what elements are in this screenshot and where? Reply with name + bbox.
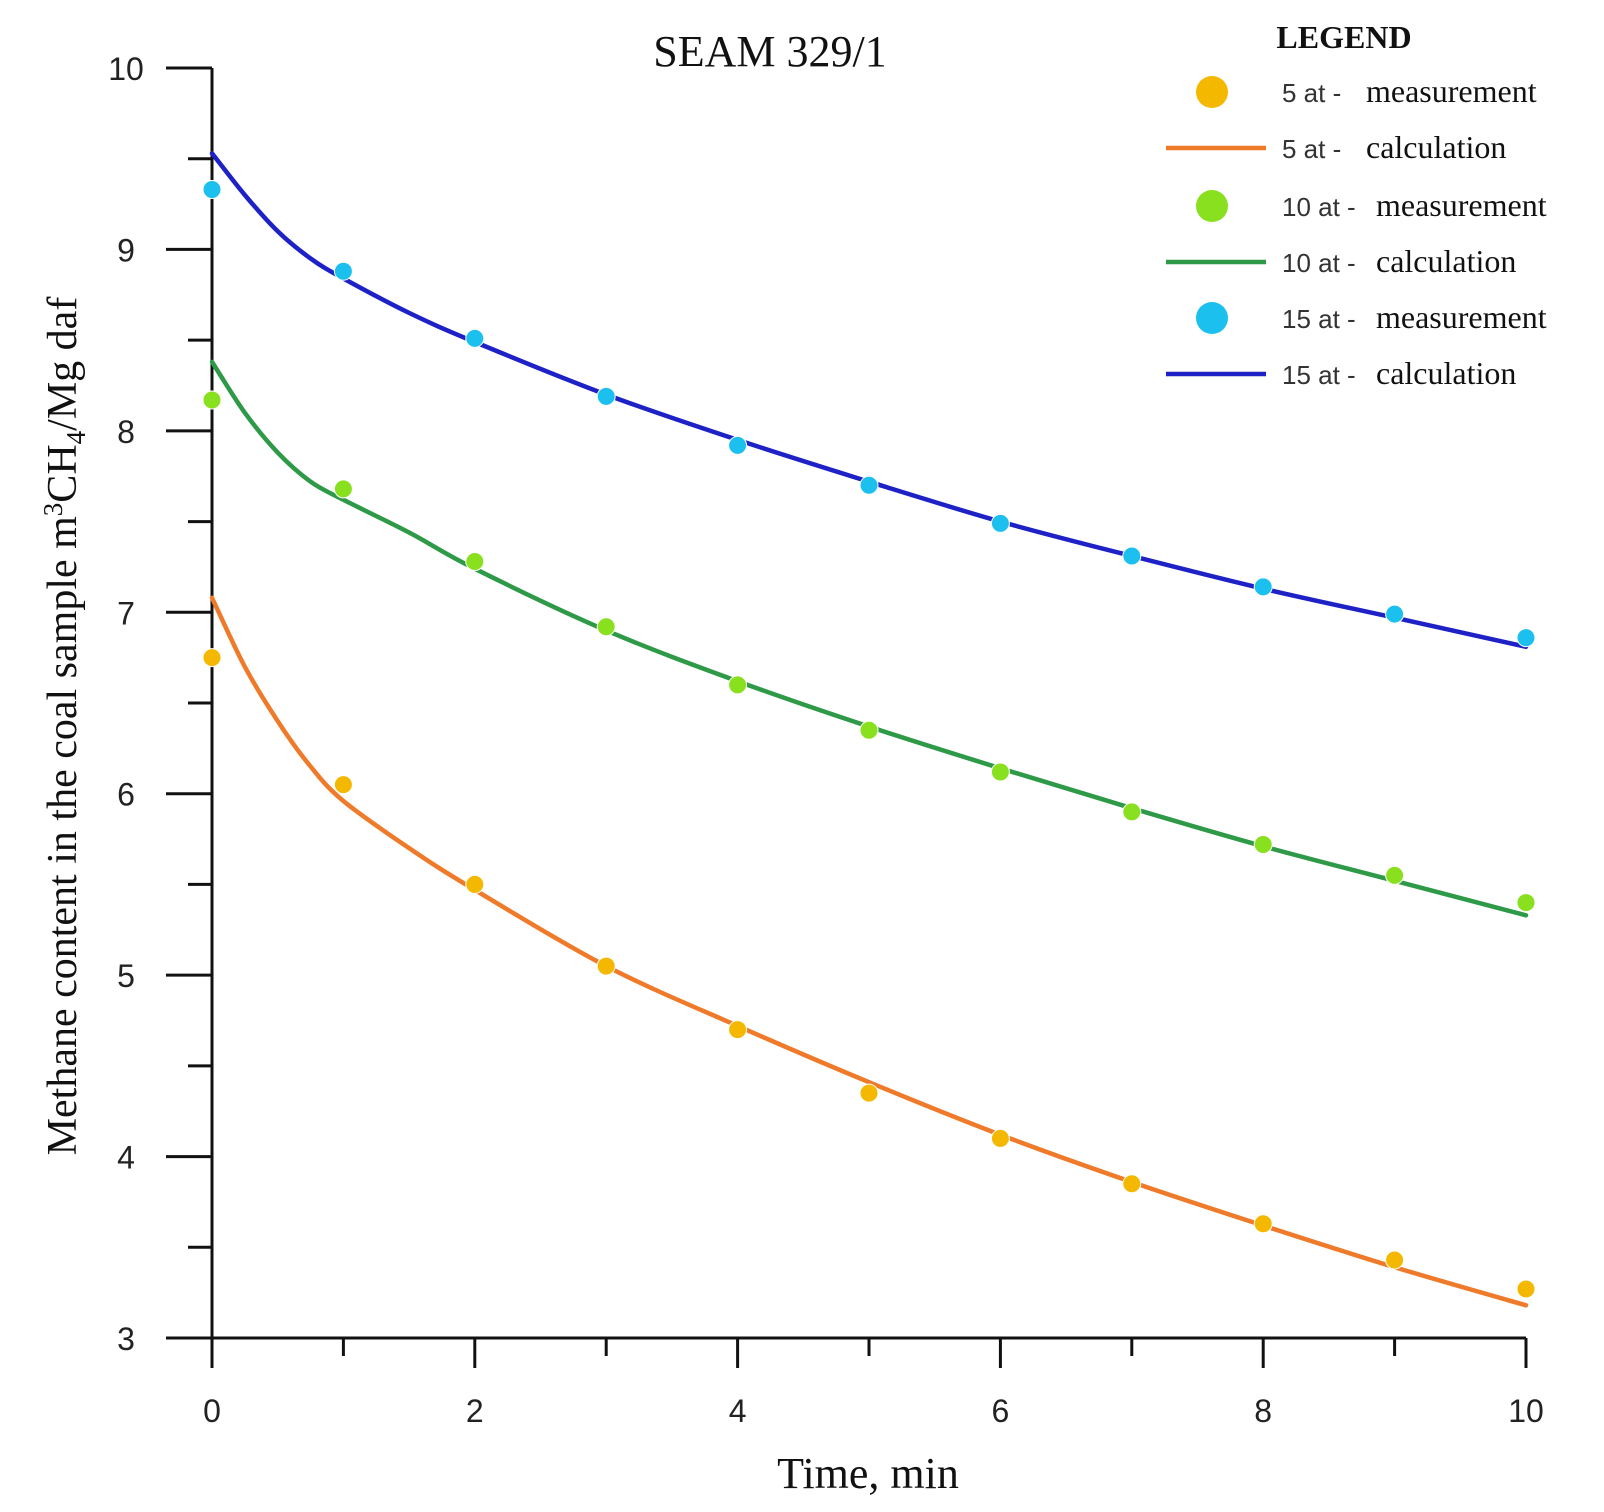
measurement-point — [990, 762, 1010, 782]
series-line-1 — [209, 595, 1529, 1308]
legend-prefix: 10 at - — [1282, 248, 1356, 278]
x-tick-label: 10 — [1508, 1393, 1544, 1429]
measurement-point — [465, 551, 485, 571]
measurement-point — [596, 956, 616, 976]
measurement-point — [1516, 628, 1536, 648]
measurement-point — [859, 475, 879, 495]
series-line-3 — [209, 359, 1529, 918]
y-tick-label: 6 — [117, 777, 135, 813]
measurement-point — [990, 1128, 1010, 1148]
legend-label: measurement — [1376, 187, 1547, 223]
legend-marker — [1196, 190, 1228, 222]
y-axis-label: Methane content in the coal sample m3CH4… — [38, 297, 91, 1156]
legend-prefix: 5 at - — [1282, 78, 1341, 108]
measurement-point — [990, 513, 1010, 533]
measurement-point — [1385, 604, 1405, 624]
measurement-point — [1122, 802, 1142, 822]
legend-marker — [1196, 76, 1228, 108]
measurement-point — [1122, 1174, 1142, 1194]
measurement-point — [728, 1020, 748, 1040]
x-tick-label: 8 — [1254, 1393, 1272, 1429]
legend-label: measurement — [1366, 73, 1537, 109]
measurement-point — [202, 180, 222, 200]
measurement-point — [202, 648, 222, 668]
measurement-point — [1516, 1279, 1536, 1299]
legend-prefix: 10 at - — [1282, 192, 1356, 222]
y-tick-label: 3 — [117, 1321, 135, 1357]
y-axis-label-text: Methane content in the coal sample m — [40, 516, 86, 1155]
legend-marker — [1196, 302, 1228, 334]
x-axis-label: Time, min — [777, 1449, 959, 1498]
y-tick-label: 8 — [117, 414, 135, 450]
y-axis-label-unit: /Mg daf — [40, 297, 86, 431]
measurement-point — [333, 479, 353, 499]
series-line-5 — [209, 151, 1529, 650]
x-tick-label: 6 — [992, 1393, 1010, 1429]
measurement-point — [596, 617, 616, 637]
measurement-point — [728, 675, 748, 695]
x-tick-label: 2 — [466, 1393, 484, 1429]
legend-label: calculation — [1376, 355, 1516, 391]
measurement-point — [333, 775, 353, 795]
series-points — [202, 180, 1536, 1299]
measurement-point — [859, 720, 879, 740]
legend-prefix: 5 at - — [1282, 134, 1341, 164]
legend-prefix: 15 at - — [1282, 304, 1356, 334]
measurement-point — [1385, 865, 1405, 885]
measurement-point — [1122, 546, 1142, 566]
y-axis-label-superscript: 3 — [38, 503, 68, 517]
chart-title: SEAM 329/1 — [653, 27, 886, 76]
measurement-point — [1253, 577, 1273, 597]
y-tick-label: 4 — [117, 1140, 135, 1176]
measurement-point — [1253, 835, 1273, 855]
legend-title: LEGEND — [1276, 19, 1411, 55]
legend-label: calculation — [1376, 243, 1516, 279]
legend-label: calculation — [1366, 129, 1506, 165]
axes: 3 4 5 6 7 8 9 10 0 2 4 6 8 10 — [108, 51, 1544, 1429]
y-axis-label-subscript: 4 — [61, 430, 91, 444]
x-tick-label: 4 — [729, 1393, 747, 1429]
measurement-point — [1516, 893, 1536, 913]
x-tick-label: 0 — [203, 1393, 221, 1429]
legend-prefix: 15 at - — [1282, 360, 1356, 390]
measurement-point — [859, 1083, 879, 1103]
measurement-point — [465, 874, 485, 894]
measurement-point — [202, 390, 222, 410]
measurement-point — [465, 328, 485, 348]
measurement-point — [728, 435, 748, 455]
legend-label: measurement — [1376, 299, 1547, 335]
measurement-point — [596, 386, 616, 406]
y-tick-label: 5 — [117, 958, 135, 994]
y-tick-label: 10 — [108, 51, 144, 87]
y-tick-label: 9 — [117, 232, 135, 268]
y-axis-label-chemical: CH — [40, 444, 86, 502]
y-tick-label: 7 — [117, 595, 135, 631]
legend: LEGEND 5 at - measurement 5 at - calculatio… — [1166, 19, 1547, 391]
measurement-point — [1253, 1214, 1273, 1234]
measurement-point — [1385, 1250, 1405, 1270]
measurement-point — [333, 261, 353, 281]
